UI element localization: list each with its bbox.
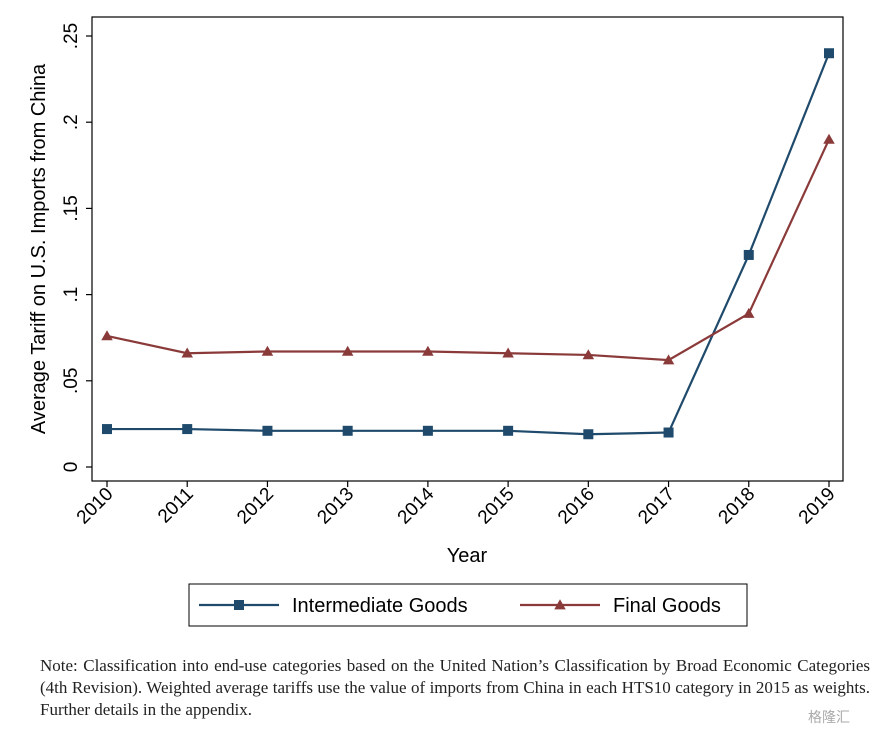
legend-box [188,583,748,627]
data-point-square [262,425,273,436]
data-point-triangle [101,330,113,341]
y-tick-label: .1 [61,287,82,303]
legend-label: Final Goods [613,595,721,617]
data-point-square [182,424,193,435]
data-point-square [234,600,244,610]
data-point-triangle [341,345,354,356]
y-tick-label: .2 [61,114,82,130]
plot-frame [91,16,844,482]
data-point-square [824,48,834,59]
data-point-triangle [582,349,595,360]
x-axis-title: Year [447,545,488,567]
data-point-triangle [422,345,434,356]
watermark-logo: 格隆汇 [808,710,850,726]
y-axis-title: Average Tariff on U.S. Imports from Chin… [28,63,50,434]
x-tick-label: 2012 [233,484,278,529]
legend-item-1: Final Goods [520,595,721,617]
data-point-triangle [261,345,274,356]
legend-label: Intermediate Goods [292,595,468,617]
data-point-triangle [823,133,835,144]
series-0 [102,48,834,440]
x-tick-label: 2013 [313,484,358,529]
series-1 [101,133,835,365]
data-point-triangle [502,347,514,358]
series-line [107,52,831,436]
y-tick-label: .25 [61,23,82,49]
x-tick-label: 2011 [154,484,198,528]
data-point-triangle [181,347,193,358]
data-point-triangle [554,599,566,610]
data-point-square [342,425,353,436]
figure-note: Note: Classification into end-use catego… [40,656,870,719]
x-tick-label: 2016 [554,484,599,529]
y-tick-label: 0 [61,462,82,473]
x-axis: 2010 2011 2012 2013 2014 2015 2016 2017 2018 2019 [73,481,840,528]
data-point-square [583,429,594,440]
legend-item-0: Intermediate Goods [199,595,468,617]
x-tick-label: 2018 [715,484,760,529]
series-layer [101,48,835,440]
x-tick-label: 2014 [394,483,439,528]
x-tick-label: 2017 [634,484,679,529]
data-point-square [663,427,674,438]
data-point-triangle [743,307,755,318]
data-point-triangle [662,354,675,365]
x-tick-label: 2019 [795,484,840,529]
x-tick-label: 2015 [474,484,519,529]
y-tick-label: .05 [61,368,82,394]
data-point-square [503,425,514,436]
y-axis: 0 .05 .1 .15 .2 .25 [61,23,92,473]
data-point-square [102,424,112,435]
line-chart: 0.05.1.15.2.25 2010 2011 2012 2013 2014 2015 2… [28,16,844,627]
x-tick-label: 2010 [73,484,118,529]
y-tick-label: .15 [61,195,82,221]
series-line [106,138,830,362]
data-point-square [422,425,433,436]
data-point-square [743,249,754,260]
legend: Intermediate Goods Final Goods [188,583,748,627]
